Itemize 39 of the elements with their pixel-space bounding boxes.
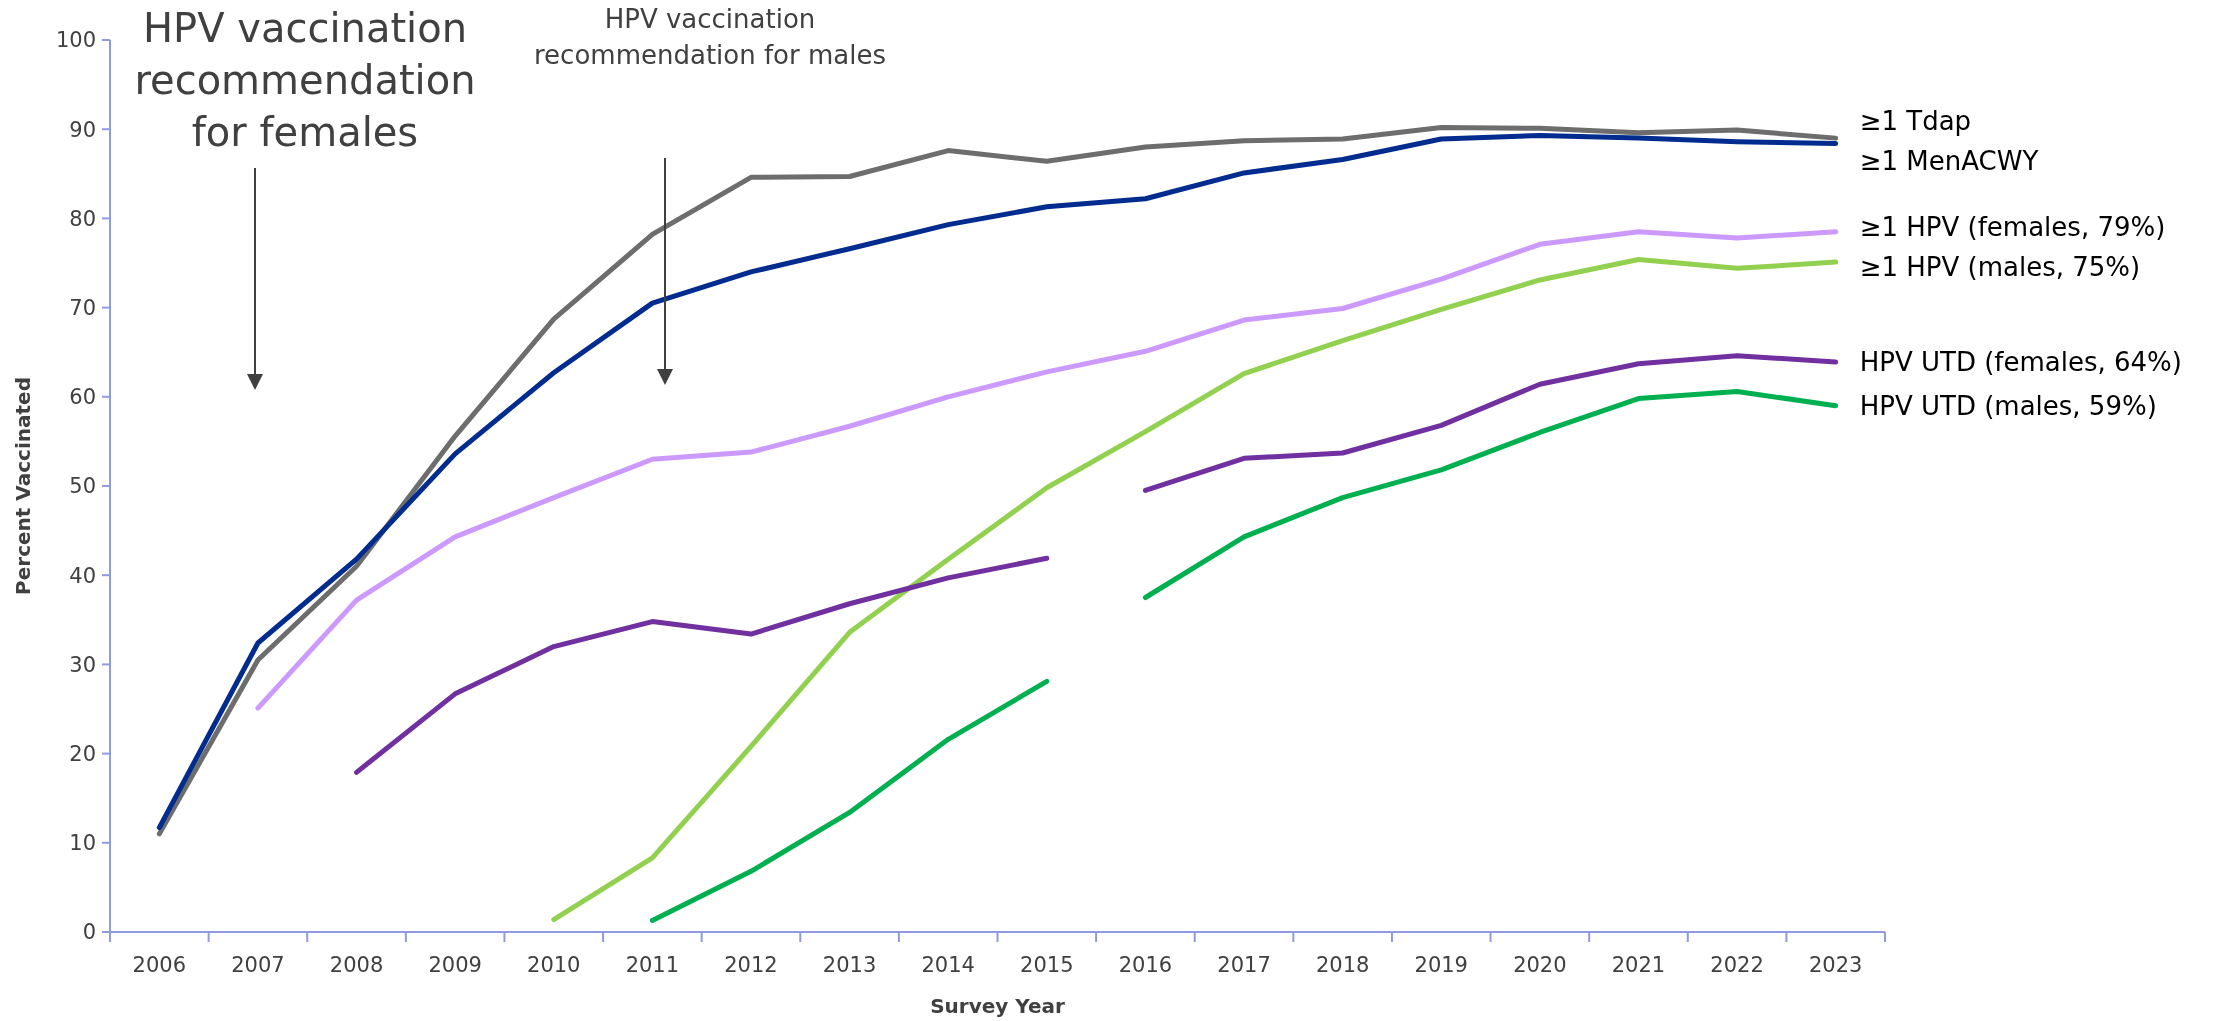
- x-tick-label: 2020: [1513, 953, 1567, 977]
- x-tick-label: 2007: [231, 953, 285, 977]
- x-tick-label: 2012: [724, 953, 778, 977]
- y-axis-title: Percent Vaccinated: [11, 377, 35, 595]
- x-tick-label: 2015: [1020, 953, 1074, 977]
- x-tick-label: 2017: [1217, 953, 1271, 977]
- y-tick-label: 30: [69, 652, 96, 677]
- y-tick-label: 20: [69, 741, 96, 766]
- x-tick-label: 2008: [329, 953, 384, 977]
- y-tick-label: 70: [69, 295, 96, 320]
- series-label: HPV UTD (females, 64%): [1859, 347, 2182, 378]
- annotation: HPV vaccination recommendation for males: [534, 4, 886, 70]
- series-label: ≥1 HPV (females, 79%): [1859, 212, 2166, 243]
- y-tick-label: 0: [82, 920, 96, 945]
- x-tick-label: 2018: [1315, 953, 1370, 977]
- x-axis-title: Survey Year: [930, 994, 1065, 1018]
- y-tick-label: 100: [55, 28, 96, 53]
- x-tick-label: 2011: [625, 953, 680, 977]
- y-tick-label: 90: [69, 117, 96, 142]
- x-tick-label: 2021: [1611, 953, 1666, 977]
- x-tick-label: 2014: [921, 953, 975, 977]
- y-tick-label: 40: [69, 563, 96, 588]
- y-tick-label: 50: [69, 474, 96, 499]
- x-tick-label: 2010: [527, 953, 581, 977]
- x-tick-label: 2022: [1710, 953, 1764, 977]
- y-tick-label: 10: [69, 831, 96, 856]
- x-tick-label: 2016: [1118, 953, 1173, 977]
- y-tick-label: 80: [69, 206, 96, 231]
- x-tick-label: 2006: [132, 953, 187, 977]
- annotation: HPV vaccination recommendation for females: [134, 5, 476, 155]
- series-label: ≥1 MenACWY: [1859, 145, 2039, 176]
- y-tick-label: 60: [69, 385, 96, 410]
- x-tick-label: 2019: [1414, 953, 1468, 977]
- x-tick-label: 2013: [822, 953, 877, 977]
- series-label: ≥1 HPV (males, 75%): [1859, 252, 2141, 283]
- x-tick-label: 2023: [1808, 953, 1863, 977]
- x-tick-label: 2009: [428, 953, 482, 977]
- series-label: HPV UTD (males, 59%): [1859, 390, 2157, 421]
- series-label: ≥1 Tdap: [1859, 105, 1972, 136]
